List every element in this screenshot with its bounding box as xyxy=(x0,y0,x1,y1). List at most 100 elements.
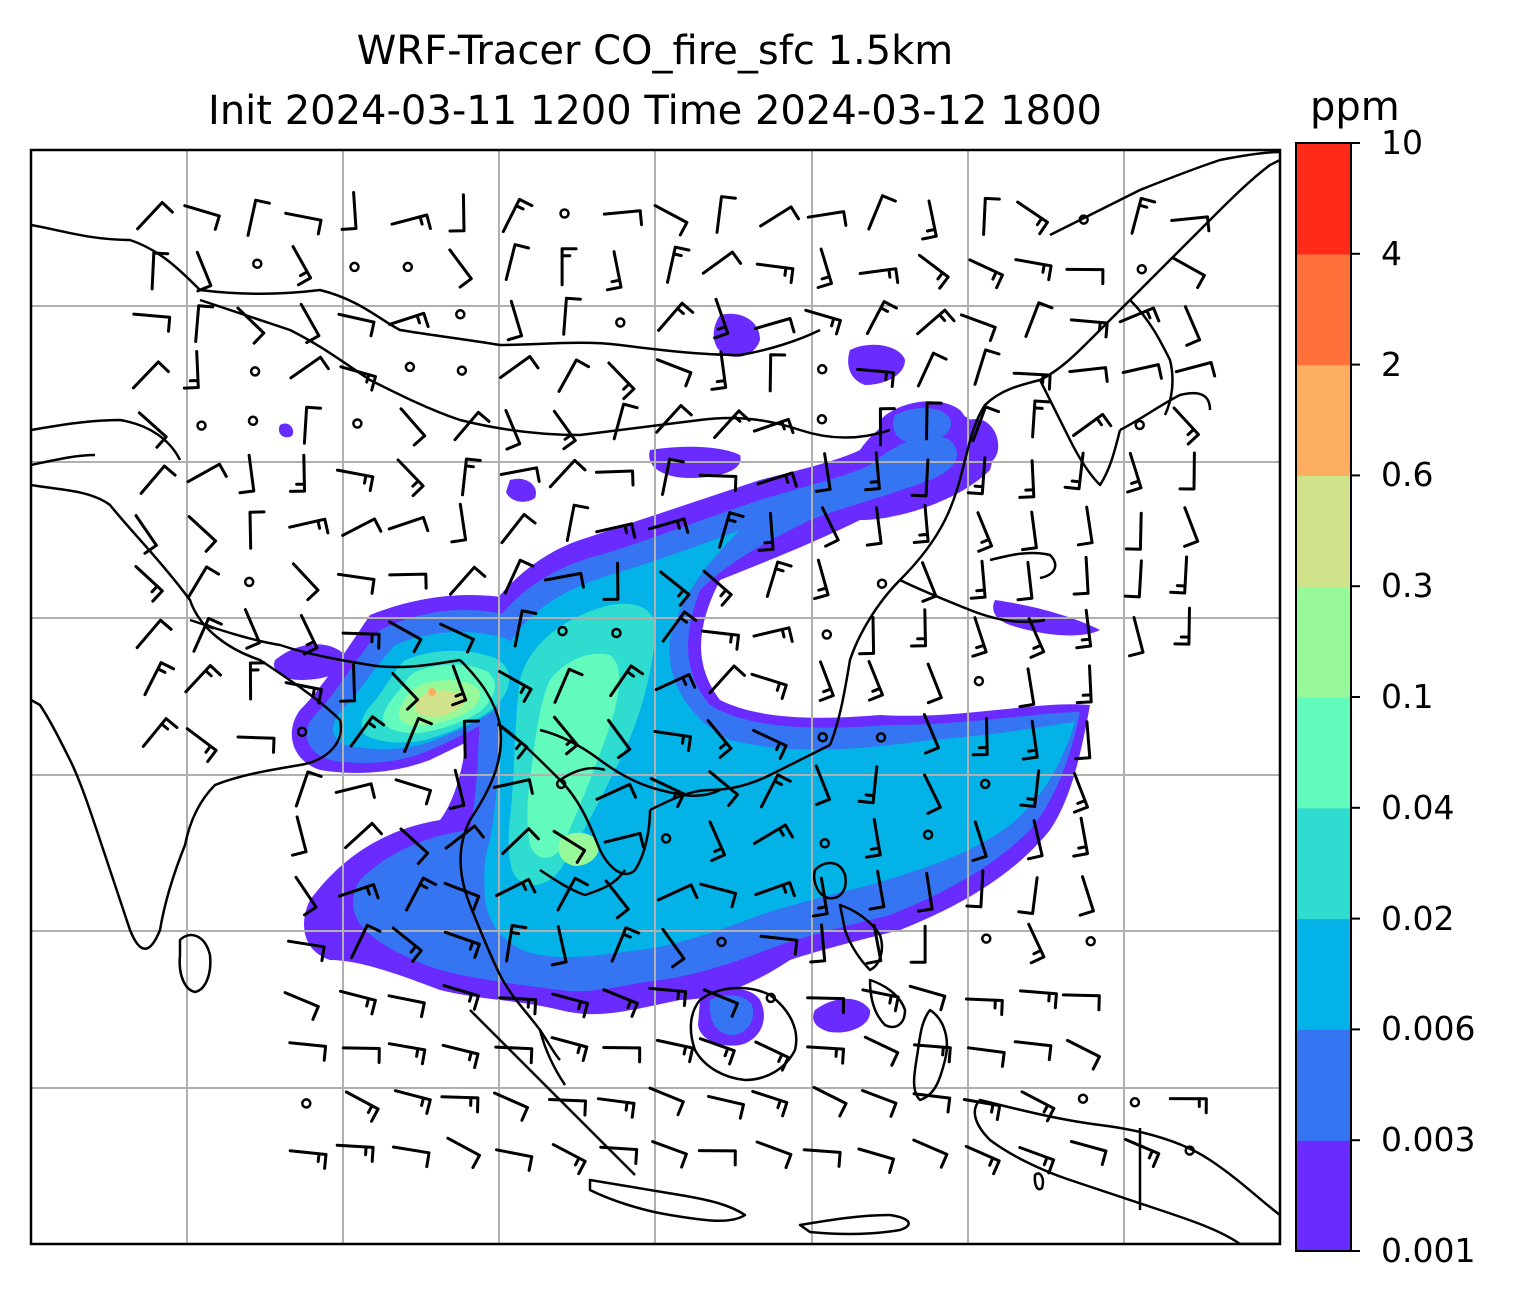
wind-barb xyxy=(557,358,591,393)
wind-barb xyxy=(602,561,620,601)
colorbar-tick-label: 0.001 xyxy=(1381,1231,1476,1270)
wind-barb-calm xyxy=(252,258,263,269)
map-content xyxy=(31,150,1280,1244)
wind-barb xyxy=(562,296,582,336)
wind-barb xyxy=(288,1041,328,1062)
wind-barb xyxy=(707,1094,745,1120)
wind-barb xyxy=(1018,1146,1056,1175)
wind-barb xyxy=(448,248,473,289)
wind-barb xyxy=(403,716,433,754)
wind-barb xyxy=(494,878,537,898)
wind-barb xyxy=(1021,510,1038,552)
wind-barb xyxy=(649,777,686,808)
wind-barb xyxy=(655,404,693,434)
wind-barb-calm xyxy=(243,576,255,588)
wind-barb xyxy=(399,407,427,447)
wind-barb xyxy=(1171,256,1206,290)
wind-barb xyxy=(857,765,879,805)
wind-barb xyxy=(1061,993,1101,1012)
colorbar-tick-label: 0.3 xyxy=(1381,566,1434,606)
wind-barb xyxy=(967,1046,1006,1068)
wind-barb xyxy=(910,608,927,648)
wind-barb xyxy=(341,517,383,537)
wind-barb xyxy=(969,559,987,600)
wind-barb xyxy=(185,727,218,763)
wind-barb xyxy=(1069,1140,1108,1166)
wind-barb xyxy=(595,469,635,487)
wind-barb xyxy=(565,503,590,542)
wind-barb xyxy=(513,609,538,648)
wind-barb xyxy=(603,831,645,849)
wind-barb xyxy=(651,1140,688,1169)
wind-barb xyxy=(806,1045,845,1065)
wind-barb xyxy=(964,1144,1001,1176)
colorbar-tick-label: 2 xyxy=(1381,344,1402,384)
wind-barb xyxy=(657,301,695,332)
wind-barb xyxy=(499,355,540,379)
wind-barb xyxy=(552,409,577,451)
wind-barb xyxy=(710,350,728,391)
wind-barb xyxy=(294,770,323,808)
wind-barb xyxy=(1072,412,1113,437)
wind-barb xyxy=(288,517,330,535)
wind-barb xyxy=(350,923,382,960)
wind-barb xyxy=(759,773,792,809)
wind-barb xyxy=(446,1136,481,1170)
wind-barb xyxy=(768,353,787,393)
wind-barb xyxy=(505,924,528,963)
wind-barb xyxy=(439,622,475,654)
wind-barb xyxy=(971,405,1001,443)
wind-barb xyxy=(1183,506,1200,548)
wind-barb xyxy=(752,823,794,845)
wind-barb xyxy=(814,764,831,806)
wind-barb xyxy=(1126,451,1143,494)
wind-barb xyxy=(391,1145,431,1169)
wind-barb xyxy=(550,925,568,967)
wind-barb xyxy=(1130,196,1157,235)
wind-barb xyxy=(916,351,948,388)
wind-barb xyxy=(966,456,987,496)
wind-barb xyxy=(1018,459,1036,499)
wind-barb xyxy=(701,629,740,651)
wind-barb xyxy=(453,410,491,442)
wind-barb xyxy=(440,1095,480,1114)
wind-barb xyxy=(289,355,330,380)
colorbar-segment xyxy=(1296,1140,1351,1252)
wind-barb xyxy=(713,297,730,340)
wind-barb xyxy=(1017,876,1039,915)
wind-barb xyxy=(501,197,534,234)
wind-barb xyxy=(336,572,376,595)
wind-barb-calm xyxy=(249,366,261,377)
wind-barb xyxy=(752,626,794,643)
wind-barb xyxy=(1074,720,1092,761)
wind-barb xyxy=(865,506,883,547)
wind-barb xyxy=(820,506,840,548)
wind-barb xyxy=(1019,769,1041,808)
wind-barb xyxy=(607,361,636,401)
wind-barb xyxy=(299,614,319,656)
wind-barb-calm xyxy=(456,365,468,376)
wind-barb xyxy=(857,1147,895,1174)
colorbar-segment xyxy=(1296,143,1351,255)
wind-barb xyxy=(442,984,480,1011)
wind-barb xyxy=(187,515,218,553)
wind-barb xyxy=(1123,559,1143,599)
wind-barb xyxy=(553,667,584,704)
wind-barb xyxy=(1178,451,1196,491)
wind-barb-calm xyxy=(404,361,416,373)
wind-barb xyxy=(925,401,943,441)
wind-barb xyxy=(291,815,308,857)
wind-barb xyxy=(1169,555,1189,595)
coastlines-borders xyxy=(31,150,1280,1244)
wind-barb-calm xyxy=(922,829,934,840)
wind-barb xyxy=(708,664,746,695)
map-gridlines xyxy=(31,150,1280,1244)
colorbar-tick-label: 0.006 xyxy=(1381,1009,1476,1049)
wind-barb xyxy=(284,211,323,236)
wind-barb xyxy=(1174,361,1217,378)
wind-barb xyxy=(495,1148,534,1172)
wind-barb xyxy=(387,620,423,654)
wind-barb xyxy=(982,196,1001,236)
wind-barb xyxy=(814,452,832,493)
wind-barb xyxy=(595,782,637,801)
